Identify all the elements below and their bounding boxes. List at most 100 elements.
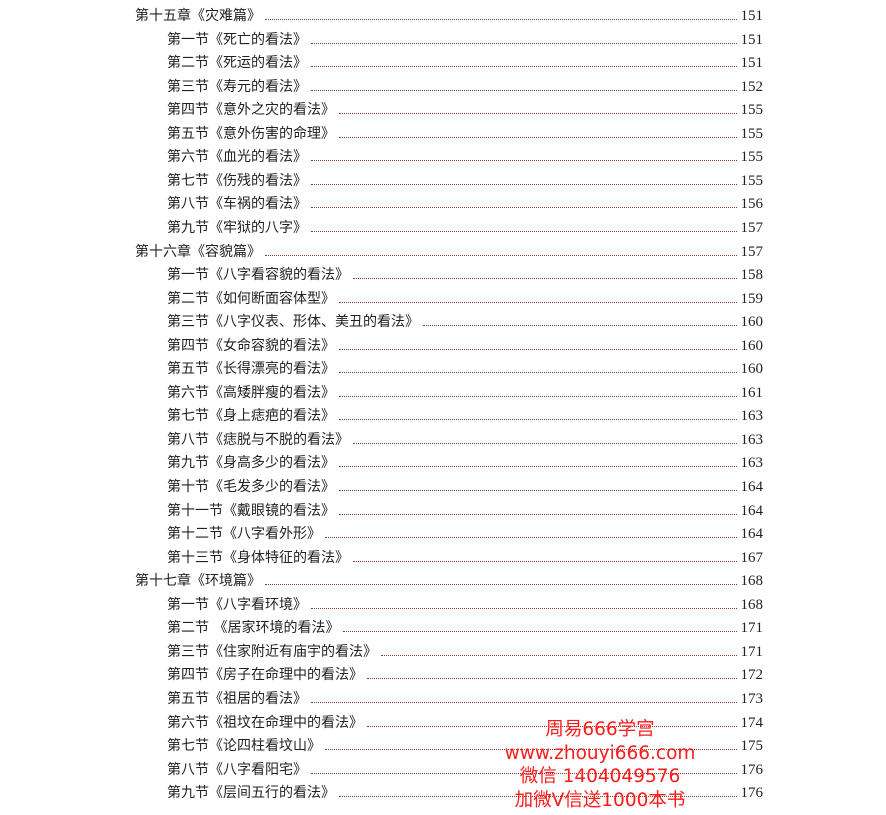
toc-chapter-entry[interactable]: 第十五章《灾难篇》 151 bbox=[135, 3, 763, 25]
dot-leader bbox=[339, 395, 737, 397]
toc-section-entry[interactable]: 第五节《长得漂亮的看法》 160 bbox=[167, 356, 763, 378]
page-number: 157 bbox=[740, 243, 764, 260]
page-number: 163 bbox=[740, 431, 764, 448]
toc-section-entry[interactable]: 第八节《痣脱与不脱的看法》 163 bbox=[167, 427, 763, 449]
toc-section-entry[interactable]: 第七节《伤残的看法》 155 bbox=[167, 168, 763, 190]
toc-section-entry[interactable]: 第三节《寿元的看法》 152 bbox=[167, 74, 763, 96]
dot-leader bbox=[339, 113, 737, 115]
toc-section-entry[interactable]: 第七节《身上痣疤的看法》 163 bbox=[167, 403, 763, 425]
entry-title: 第五节《祖居的看法》 bbox=[167, 690, 307, 707]
toc-section-entry[interactable]: 第二节《如何断面容体型》 159 bbox=[167, 286, 763, 308]
entry-title: 第八节《痣脱与不脱的看法》 bbox=[167, 431, 349, 448]
page-number: 168 bbox=[740, 596, 764, 613]
toc-section-entry[interactable]: 第四节《女命容貌的看法》 160 bbox=[167, 333, 763, 355]
toc-section-entry[interactable]: 第八节《八字看阳宅》 176 bbox=[167, 757, 763, 779]
dot-leader bbox=[353, 278, 737, 280]
toc-chapter-entry[interactable]: 第十六章《容貌篇》 157 bbox=[135, 239, 763, 261]
toc-section-entry[interactable]: 第十三节《身体特征的看法》 167 bbox=[167, 545, 763, 567]
entry-title: 第四节《房子在命理中的看法》 bbox=[167, 667, 363, 684]
toc-section-entry[interactable]: 第九节《牢狱的八字》 157 bbox=[167, 215, 763, 237]
page-number: 163 bbox=[740, 455, 764, 472]
toc-section-entry[interactable]: 第八节《车祸的看法》 156 bbox=[167, 191, 763, 213]
toc-section-entry[interactable]: 第五节《意外伤害的命理》 155 bbox=[167, 121, 763, 143]
dot-leader bbox=[265, 254, 737, 256]
page-number: 159 bbox=[740, 290, 764, 307]
toc-section-entry[interactable]: 第十二节《八字看外形》 164 bbox=[167, 521, 763, 543]
dot-leader bbox=[325, 537, 737, 539]
dot-leader bbox=[367, 725, 737, 727]
toc-section-entry[interactable]: 第二节 《居家环境的看法》 171 bbox=[167, 615, 763, 637]
toc-section-entry[interactable]: 第六节《祖坟在命理中的看法》 174 bbox=[167, 710, 763, 732]
watermark-line: www.zhouyi666.com bbox=[504, 742, 696, 764]
page-number: 155 bbox=[740, 102, 764, 119]
toc-section-entry[interactable]: 第一节《死亡的看法》 151 bbox=[167, 27, 763, 49]
toc-section-entry[interactable]: 第一节《八字看容貌的看法》 158 bbox=[167, 262, 763, 284]
page-number: 155 bbox=[740, 149, 764, 166]
dot-leader bbox=[325, 749, 737, 751]
watermark-line: 微信 1404049576 bbox=[519, 766, 681, 787]
entry-title: 第九节《层间五行的看法》 bbox=[167, 785, 335, 802]
entry-title: 第十五章《灾难篇》 bbox=[135, 8, 261, 24]
entry-title: 第二节《如何断面容体型》 bbox=[167, 290, 335, 307]
dot-leader bbox=[311, 230, 737, 232]
entry-title: 第七节《论四柱看坟山》 bbox=[167, 738, 321, 755]
toc-section-entry[interactable]: 第一节《八字看环境》 168 bbox=[167, 592, 763, 614]
dot-leader bbox=[311, 701, 737, 703]
entry-title: 第一节《死亡的看法》 bbox=[167, 31, 307, 48]
page-number: 155 bbox=[740, 172, 764, 189]
page-number: 151 bbox=[740, 55, 764, 72]
dot-leader bbox=[343, 631, 737, 633]
dot-leader bbox=[265, 19, 737, 20]
toc-section-entry[interactable]: 第九节《层间五行的看法》 176 bbox=[167, 780, 763, 802]
entry-title: 第二节 《居家环境的看法》 bbox=[167, 620, 340, 637]
dot-leader bbox=[311, 42, 737, 44]
dot-leader bbox=[311, 66, 737, 68]
page-number: 151 bbox=[740, 8, 764, 24]
toc-section-entry[interactable]: 第二节《死运的看法》 151 bbox=[167, 50, 763, 72]
entry-title: 第三节《寿元的看法》 bbox=[167, 78, 307, 95]
dot-leader bbox=[339, 796, 737, 798]
entry-title: 第七节《身上痣疤的看法》 bbox=[167, 408, 335, 425]
toc-section-entry[interactable]: 第七节《论四柱看坟山》 175 bbox=[167, 733, 763, 755]
toc-chapter-entry[interactable]: 第十七章《环境篇》 168 bbox=[135, 568, 763, 590]
dot-leader bbox=[311, 607, 737, 609]
page-number: 160 bbox=[740, 337, 764, 354]
page-number: 167 bbox=[740, 549, 764, 566]
page-number: 157 bbox=[740, 219, 764, 236]
page-number: 158 bbox=[740, 267, 764, 284]
entry-title: 第一节《八字看容貌的看法》 bbox=[167, 267, 349, 284]
dot-leader bbox=[339, 372, 737, 374]
entry-title: 第五节《长得漂亮的看法》 bbox=[167, 361, 335, 378]
page-number: 163 bbox=[740, 408, 764, 425]
page-number: 152 bbox=[740, 78, 764, 95]
dot-leader bbox=[367, 678, 737, 680]
toc-section-entry[interactable]: 第五节《祖居的看法》 173 bbox=[167, 686, 763, 708]
toc-section-entry[interactable]: 第六节《血光的看法》 155 bbox=[167, 144, 763, 166]
toc-section-entry[interactable]: 第十节《毛发多少的看法》 164 bbox=[167, 474, 763, 496]
entry-title: 第四节《女命容貌的看法》 bbox=[167, 337, 335, 354]
dot-leader bbox=[339, 490, 737, 491]
toc-section-entry[interactable]: 第四节《房子在命理中的看法》 172 bbox=[167, 662, 763, 684]
page-number: 174 bbox=[740, 714, 764, 731]
dot-leader bbox=[339, 419, 737, 421]
entry-title: 第十七章《环境篇》 bbox=[135, 573, 261, 590]
watermark-line: 加微V信送1000本书 bbox=[514, 789, 686, 811]
entry-title: 第九节《牢狱的八字》 bbox=[167, 219, 307, 236]
toc-section-entry[interactable]: 第三节《住家附近有庙宇的看法》 171 bbox=[167, 639, 763, 661]
page-number: 176 bbox=[740, 785, 764, 802]
page-number: 161 bbox=[740, 384, 764, 401]
toc-section-entry[interactable]: 第六节《高矮胖瘦的看法》 161 bbox=[167, 380, 763, 402]
entry-title: 第三节《八字仪表、形体、美丑的看法》 bbox=[167, 314, 419, 331]
toc-section-entry[interactable]: 第九节《身高多少的看法》 163 bbox=[167, 450, 763, 472]
toc-section-entry[interactable]: 第三节《八字仪表、形体、美丑的看法》 160 bbox=[167, 309, 763, 331]
page-number: 156 bbox=[740, 196, 764, 213]
dot-leader bbox=[339, 301, 737, 303]
entry-title: 第二节《死运的看法》 bbox=[167, 55, 307, 72]
page-number: 164 bbox=[740, 526, 764, 543]
entry-title: 第六节《高矮胖瘦的看法》 bbox=[167, 384, 335, 401]
page-number: 160 bbox=[740, 361, 764, 378]
dot-leader bbox=[423, 325, 737, 327]
toc-section-entry[interactable]: 第四节《意外之灾的看法》 155 bbox=[167, 97, 763, 119]
toc-section-entry[interactable]: 第十一节《戴眼镜的看法》 164 bbox=[167, 498, 763, 520]
entry-title: 第八节《车祸的看法》 bbox=[167, 196, 307, 213]
